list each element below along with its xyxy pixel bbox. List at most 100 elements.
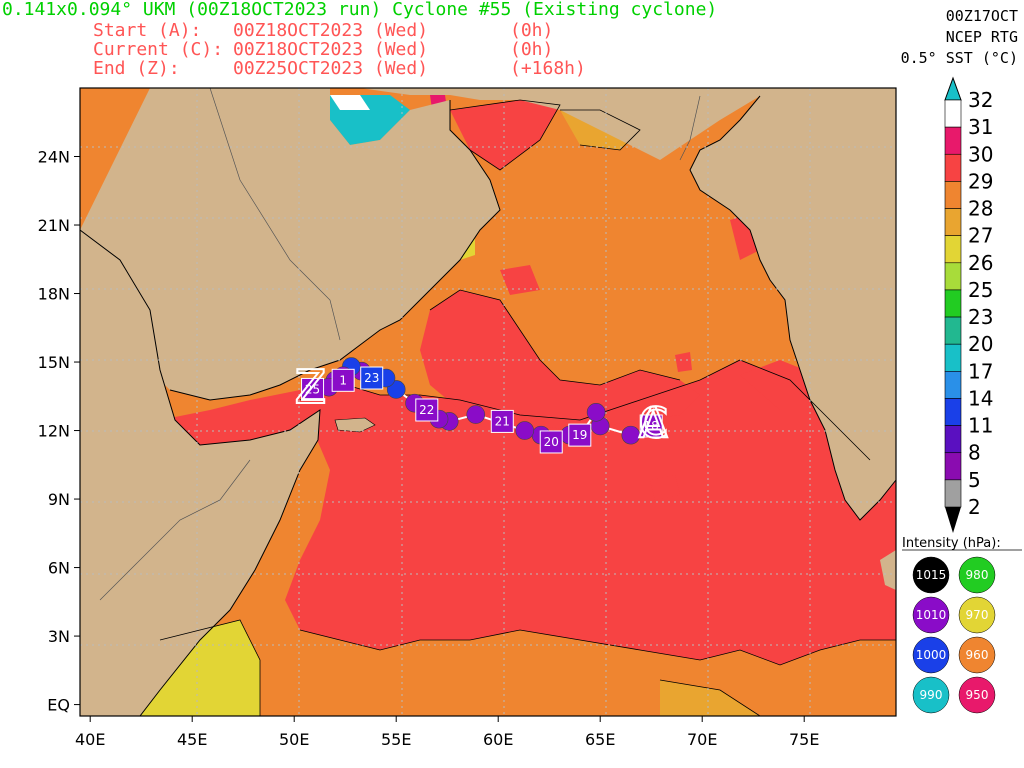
legend-swatch (958, 636, 996, 674)
y-tick-label: 15N (38, 353, 70, 372)
current-value: 00Z18OCT2023 (Wed) (233, 39, 429, 60)
legend-label: 950 (966, 688, 989, 702)
track-day-marker (360, 366, 384, 390)
legend-swatch (912, 636, 950, 674)
track-point (466, 405, 486, 424)
colorbar-segment (944, 343, 962, 372)
x-tick-label: 50E (279, 730, 309, 749)
legend-label: 1015 (916, 568, 947, 582)
cyclone-track: 18 19 20 21 22 23 1 25 AC Z (294, 357, 669, 454)
colorbar-segment (944, 153, 962, 182)
end-symbol: Z (295, 360, 327, 414)
x-tick-label: 55E (381, 730, 411, 749)
colorbar-label: 11 (968, 414, 993, 438)
colorbar-label: 14 (968, 386, 993, 410)
x-tick-label: 40E (75, 730, 105, 749)
y-tick-label: 24N (38, 148, 70, 167)
track-day-label: 21 (495, 414, 510, 428)
colorbar-label: 8 (968, 441, 981, 465)
track-day-label: 18 (644, 419, 659, 433)
colorbar-label: 31 (968, 115, 993, 139)
y-tick-label: 18N (38, 285, 70, 304)
track-day-label: 25 (305, 382, 320, 396)
colorbar-label: 29 (968, 169, 993, 193)
track-day-marker (568, 423, 592, 447)
colorbar-label: 23 (968, 305, 993, 329)
track-day-marker (539, 430, 563, 454)
start-value: 00Z18OCT2023 (Wed) (233, 20, 429, 41)
colorbar-label: 30 (968, 142, 993, 166)
start-label: Start (A): (93, 20, 202, 41)
legend-label: 1000 (916, 648, 947, 662)
x-tick-label: 45E (177, 730, 207, 749)
colorbar-label: 2 (968, 495, 981, 519)
track-day-marker (490, 409, 514, 433)
colorbar-segment (944, 208, 962, 236)
track-point (515, 421, 535, 440)
colorbar-label: 25 (968, 278, 993, 302)
colorbar-label: 28 (968, 197, 993, 221)
sst-date: 00Z17OCT (945, 7, 1018, 25)
legend-label: 980 (966, 568, 989, 582)
sst-units: 0.5° SST (°C) (900, 49, 1018, 67)
sst-field: 18 19 20 21 22 23 1 25 AC Z (80, 88, 896, 716)
legend-label: 970 (966, 608, 989, 622)
colorbar-segment (944, 235, 962, 264)
colorbar-segment (944, 371, 962, 399)
start-symbol: A (639, 399, 668, 448)
colorbar-segment (944, 452, 962, 481)
colorbar-bottom-arrow (945, 507, 961, 533)
sst-source: NCEP RTG (945, 28, 1018, 46)
colorbar-top-arrow (944, 76, 962, 101)
track-day-marker (639, 414, 663, 438)
legend-swatch (912, 676, 950, 714)
legend-title: Intensity (hPa): (902, 536, 1001, 551)
x-tick-label: 75E (789, 730, 819, 749)
end-value: 00Z25OCT2023 (Wed) (233, 58, 429, 79)
colorbar-segment (944, 398, 962, 426)
y-tick-label: 21N (38, 216, 70, 235)
track-point (586, 402, 606, 422)
track-day-label: 1 (339, 373, 347, 387)
y-axis: EQ 3N 6N 9N 12N 15N 18N 21N 24N (38, 148, 80, 715)
map-frame (79, 87, 897, 717)
legend-swatch (958, 556, 996, 594)
colorbar-label: 32 (968, 88, 993, 112)
track-day-marker (301, 377, 325, 401)
colorbar-segment (944, 316, 962, 345)
colorbar-segment (944, 126, 962, 155)
end-label: End (Z): (93, 58, 180, 79)
current-offset: (0h) (510, 39, 554, 60)
track-day-marker (331, 368, 355, 392)
y-tick-label: 9N (48, 490, 70, 509)
end-offset: (+168h) (510, 58, 586, 79)
y-tick-label: 12N (38, 422, 70, 441)
legend-swatch (912, 596, 950, 634)
colorbar-segment (944, 181, 962, 209)
current-label: Current (C): (93, 39, 224, 60)
colorbar-label: 17 (968, 359, 993, 383)
track-day-label: 19 (572, 428, 587, 442)
y-tick-label: EQ (47, 696, 70, 715)
legend-swatch (958, 676, 996, 714)
colorbar-segment (944, 479, 962, 508)
colorbar-label: 26 (968, 251, 993, 275)
x-tick-label: 70E (687, 730, 717, 749)
track-point (621, 425, 641, 445)
colorbar-segment (944, 425, 962, 454)
graticule (80, 88, 896, 716)
y-tick-label: 3N (48, 627, 70, 646)
map-title: 0.141x0.094° UKM (00Z18OCT2023 run) Cycl… (2, 0, 718, 20)
current-symbol: C (639, 399, 668, 448)
colorbar-segment (944, 289, 962, 318)
colorbar-segment (944, 262, 962, 291)
track-day-label: 23 (364, 371, 379, 385)
sst-colorbar: 32 31 30 29 28 27 26 25 23 20 17 14 11 8 5 2 (944, 76, 993, 533)
intensity-legend: Intensity (hPa): 1015 980 1010 970 1000 960 990… (902, 536, 1022, 714)
colorbar-label: 27 (968, 224, 993, 248)
colorbar-segment (944, 99, 962, 128)
x-tick-label: 60E (483, 730, 513, 749)
legend-swatch (958, 596, 996, 634)
x-tick-label: 65E (585, 730, 615, 749)
